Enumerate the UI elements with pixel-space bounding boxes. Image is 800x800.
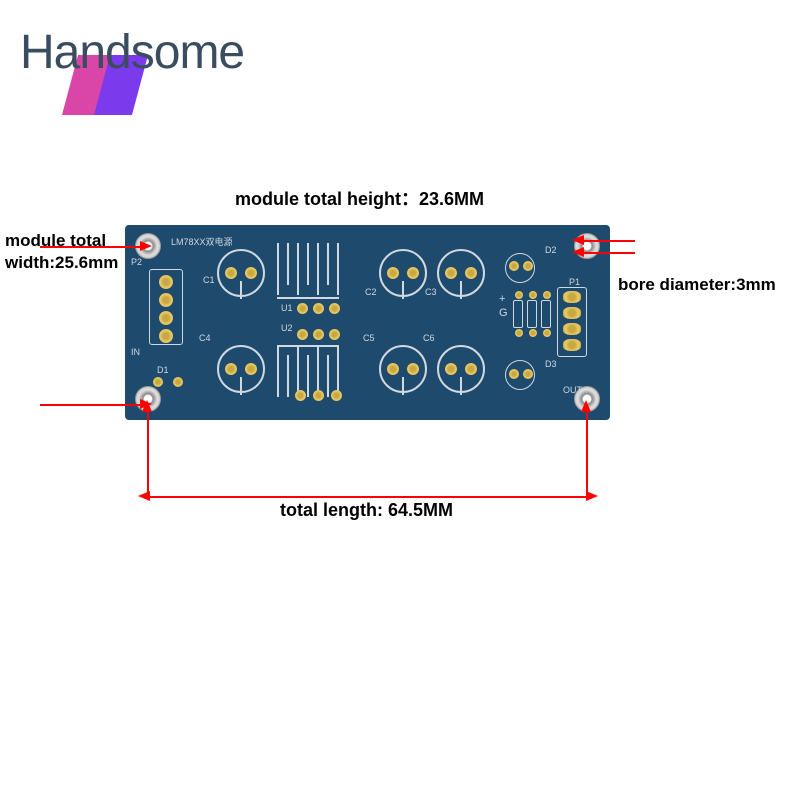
pad <box>297 329 308 340</box>
silk-d3: D3 <box>545 359 557 369</box>
pad <box>445 267 457 279</box>
silk-c6: C6 <box>423 333 435 343</box>
pad <box>445 363 457 375</box>
pad <box>313 329 324 340</box>
dimension-arrow <box>580 240 635 242</box>
pad <box>159 329 173 343</box>
pad <box>515 291 523 299</box>
arrow-head-icon <box>572 247 584 257</box>
pad <box>529 291 537 299</box>
pad <box>509 261 519 271</box>
pad <box>407 363 419 375</box>
pad <box>297 303 308 314</box>
heatsink-outline <box>277 345 339 401</box>
silk-g: G <box>499 307 508 319</box>
arrow-head-icon <box>138 491 150 501</box>
pad <box>331 390 342 401</box>
pad <box>225 363 237 375</box>
pad <box>515 329 523 337</box>
arrow-head-icon <box>586 491 598 501</box>
pad <box>295 390 306 401</box>
pad <box>543 291 551 299</box>
pad <box>159 275 173 289</box>
silk-c4: C4 <box>199 333 211 343</box>
dimension-arrow <box>40 404 145 406</box>
pad <box>225 267 237 279</box>
pad <box>329 329 340 340</box>
silk-p1: P1 <box>569 277 580 287</box>
pad <box>387 363 399 375</box>
dimension-arrow <box>147 410 149 498</box>
pad <box>387 267 399 279</box>
pad <box>159 311 173 325</box>
arrow-head-icon <box>140 241 152 251</box>
arrow-head-icon <box>142 400 152 412</box>
pad <box>523 261 533 271</box>
silk-u1: U1 <box>281 303 293 313</box>
arrow-head-icon <box>581 400 591 412</box>
silk-c5: C5 <box>363 333 375 343</box>
dimension-arrow <box>40 246 145 248</box>
pad <box>159 293 173 307</box>
silk-c2: C2 <box>365 287 377 297</box>
resistor-outline <box>541 300 551 328</box>
pad <box>313 390 324 401</box>
brand-name: Handsome <box>20 25 244 80</box>
dimension-arrow <box>586 410 588 498</box>
width-label: module total width:25.6mm <box>5 230 115 274</box>
silk-c1: C1 <box>203 275 215 285</box>
silk-d1: D1 <box>157 365 169 375</box>
bore-label: bore diameter:3mm <box>618 275 776 295</box>
silk-d2: D2 <box>545 245 557 255</box>
silk-c3: C3 <box>425 287 437 297</box>
pcb-board: LM78XX双电源 P2 IN D1 C1 C4 U1 U2 <box>125 225 610 420</box>
pad <box>543 329 551 337</box>
silk-p2: P2 <box>131 257 142 267</box>
pad <box>313 303 324 314</box>
pad <box>329 303 340 314</box>
pad <box>529 329 537 337</box>
length-label: total length: 64.5MM <box>280 500 453 521</box>
pad <box>523 369 533 379</box>
height-label: module total height：23.6MM <box>235 185 484 211</box>
pad <box>509 369 519 379</box>
pad <box>245 363 257 375</box>
pad <box>465 267 477 279</box>
dimension-arrow <box>580 252 635 254</box>
silk-out: OUT <box>563 385 582 395</box>
resistor-outline <box>513 300 523 328</box>
connector-outline <box>557 287 587 357</box>
silk-plus: + <box>499 293 505 305</box>
pad <box>465 363 477 375</box>
pad <box>173 377 183 387</box>
silk-title: LM78XX双电源 <box>171 235 233 248</box>
heatsink-outline <box>277 243 339 299</box>
pad <box>153 377 163 387</box>
silk-in: IN <box>131 347 140 357</box>
dimension-arrow <box>147 496 588 498</box>
pad <box>407 267 419 279</box>
silk-u2: U2 <box>281 323 293 333</box>
pad <box>245 267 257 279</box>
arrow-head-icon <box>572 235 584 245</box>
resistor-outline <box>527 300 537 328</box>
